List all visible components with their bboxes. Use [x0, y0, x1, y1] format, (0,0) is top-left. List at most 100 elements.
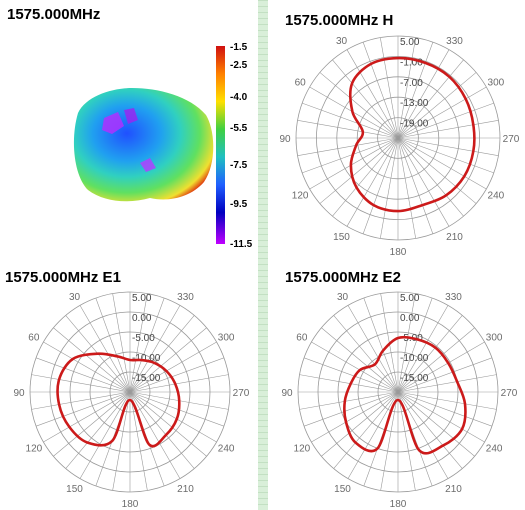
polar-spoke: [397, 137, 487, 190]
polar-spoke: [35, 357, 131, 393]
pattern-line: [343, 335, 467, 455]
polar-spoke: [397, 391, 416, 491]
polar-ring-label: -15.00: [132, 373, 161, 384]
colorbar-label: -1.5: [230, 42, 248, 53]
polar-spoke: [397, 42, 434, 139]
polar-spoke: [43, 341, 131, 393]
polar-angle-label: 60: [28, 333, 40, 344]
polar-ring-label: 0.00: [132, 313, 152, 324]
e1-pattern-title: 1575.000MHz E1: [5, 269, 121, 286]
surface-blob: [73, 88, 214, 202]
surface-hotspot-magenta-3: [140, 158, 156, 172]
polar-spoke: [332, 59, 399, 139]
polar-spoke: [346, 49, 399, 139]
surface-hotspot-magenta: [102, 112, 124, 134]
polar-spoke: [397, 137, 434, 234]
polar-spoke: [311, 391, 399, 443]
polar-ring-label: -15.00: [400, 373, 429, 384]
polar-spoke: [397, 119, 499, 139]
polar-spoke: [319, 137, 399, 204]
polar-spoke: [333, 391, 399, 469]
pattern-line: [349, 56, 476, 213]
polar-spoke: [321, 391, 399, 457]
polar-angle-label: 150: [334, 484, 351, 495]
polar-ring-label: 5.00: [400, 293, 420, 304]
polar-spoke: [362, 137, 399, 234]
polar-spoke: [129, 305, 181, 393]
h-pattern-title: 1575.000MHz H: [285, 12, 394, 29]
colorbar-label: -7.5: [230, 160, 248, 171]
polar-angle-label: 60: [295, 78, 307, 89]
polar-angle-label: 150: [333, 232, 350, 243]
polar-angle-label: 120: [292, 191, 309, 202]
polar-spoke: [311, 341, 399, 393]
polar-spoke: [397, 59, 464, 139]
surface-plot: -1.5 -2.5 -4.0 -5.5 -7.5 -9.5 -11.5: [73, 42, 253, 250]
surface-hotspot-magenta-2: [124, 108, 138, 124]
polar-spoke: [299, 374, 399, 393]
polar-angle-label: 270: [503, 134, 520, 145]
polar-spoke: [112, 391, 131, 491]
polar-angle-label: 330: [445, 292, 462, 303]
polar-ring-label: -5.00: [132, 333, 155, 344]
polar-spoke: [129, 341, 217, 393]
polar-spoke: [79, 391, 131, 479]
polar-ring-label: -7.00: [400, 78, 423, 89]
polar-angle-label: 180: [390, 499, 407, 510]
colorbar: [216, 46, 225, 244]
polar-angle-label: 60: [296, 333, 308, 344]
polar-ring-label: -1.00: [400, 57, 423, 68]
polar-spoke: [302, 102, 399, 139]
polar-spoke: [379, 37, 399, 139]
polar-angle-label: 240: [218, 444, 235, 455]
polar-spoke: [303, 357, 399, 393]
polar-spoke: [43, 391, 131, 443]
polar-spoke: [397, 37, 417, 139]
polar-angle-label: 210: [445, 484, 462, 495]
polar-spoke: [129, 391, 225, 427]
polar-spoke: [129, 357, 225, 393]
polar-spoke: [65, 391, 131, 469]
polar-spoke: [397, 86, 487, 139]
colorbar-label: -4.0: [230, 92, 248, 103]
colorbar-labels: -1.5 -2.5 -4.0 -5.5 -7.5 -9.5 -11.5: [230, 42, 253, 250]
polar-spoke: [397, 391, 449, 479]
polar-spoke: [31, 374, 131, 393]
polar-spoke: [129, 315, 195, 393]
polar-spoke: [397, 137, 494, 174]
polar-ring-label: -13.00: [400, 98, 429, 109]
colorbar-label: -5.5: [230, 123, 248, 134]
polar-spoke: [129, 297, 165, 393]
polar-spoke: [332, 137, 399, 217]
polar-spoke: [397, 137, 450, 227]
polar-chart-e1: 30 330 60 300 90 270 120 240 150 210 180 5.00 0.00 -5…: [13, 291, 250, 510]
colorbar-label: -11.5: [230, 239, 253, 250]
polar-spoke: [321, 327, 399, 393]
polar-spoke: [362, 42, 399, 139]
polar-ring-label: 5.00: [400, 37, 420, 48]
polar-spoke: [397, 391, 493, 427]
surface-title: 1575.000MHz: [7, 6, 101, 23]
polar-spoke: [380, 391, 399, 491]
polar-angle-label: 210: [177, 484, 194, 495]
polar-spoke: [79, 305, 131, 393]
polar-spoke: [129, 391, 207, 457]
polar-ring-label: 5.00: [132, 293, 152, 304]
polar-spoke: [129, 391, 195, 469]
colorbar-label: -9.5: [230, 199, 248, 210]
polar-spoke: [363, 297, 399, 393]
polar-spoke: [129, 327, 207, 393]
polar-spoke: [129, 391, 181, 479]
polar-spoke: [397, 297, 433, 393]
polar-angle-label: 240: [488, 191, 505, 202]
polar-angle-label: 90: [13, 388, 25, 399]
polar-spoke: [397, 391, 485, 443]
polar-ring-label: -19.00: [400, 119, 429, 130]
polar-spoke: [297, 137, 399, 157]
polar-angle-label: 270: [501, 388, 518, 399]
polar-spoke: [397, 391, 497, 410]
polar-spoke: [129, 374, 229, 393]
polar-spoke: [397, 293, 416, 393]
polar-spoke: [347, 391, 399, 479]
